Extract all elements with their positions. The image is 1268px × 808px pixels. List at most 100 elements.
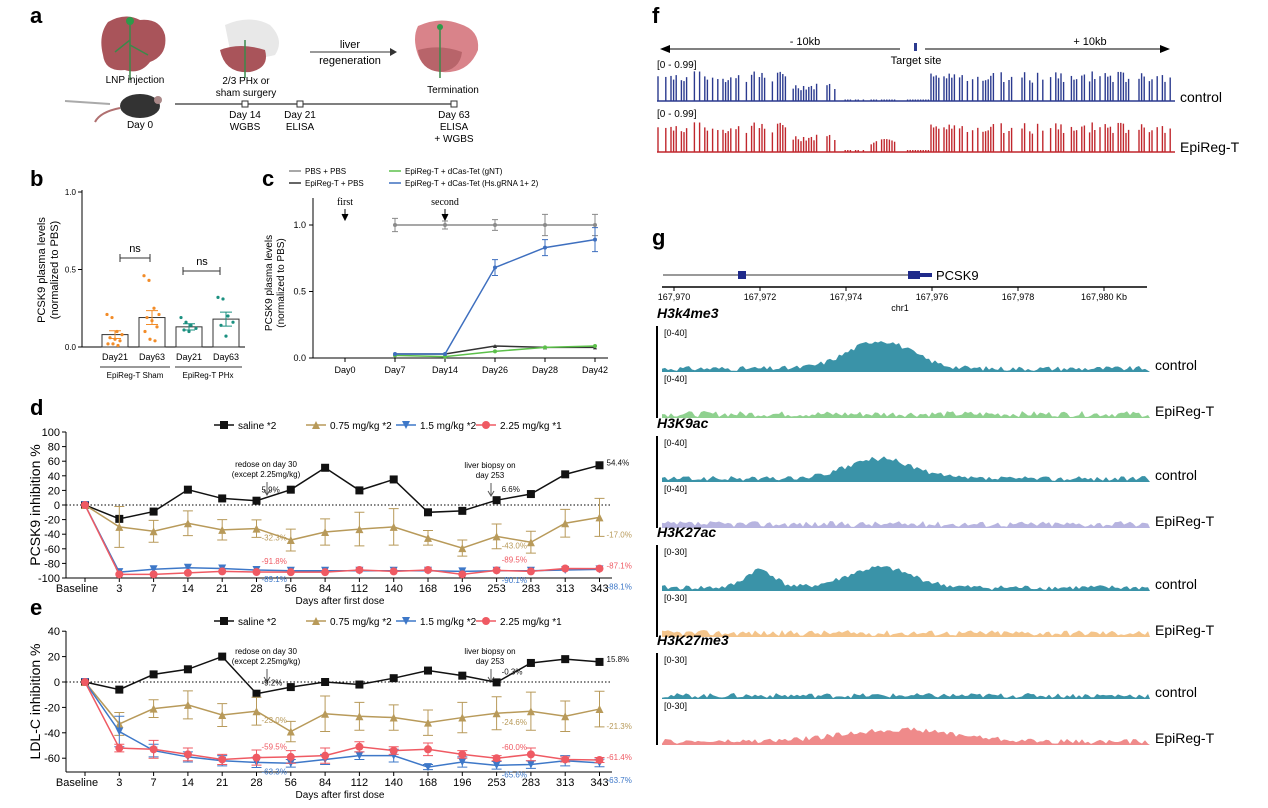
track-label-epi: EpiReg-T [1155, 730, 1215, 746]
series-line [84, 681, 600, 733]
panel-label-a: a [30, 3, 43, 28]
chip-signal-epi [662, 727, 1150, 745]
x-tick-label: Day14 [432, 365, 458, 375]
y-tick-label: -60 [44, 544, 60, 556]
marker-circle [355, 742, 364, 751]
marker-circle [355, 565, 364, 574]
annotation-biopsy-2: day 253 [476, 471, 505, 480]
y-tick-label: 20 [48, 652, 60, 664]
data-point [111, 342, 115, 346]
marker-triangle [355, 525, 364, 534]
data-point [110, 315, 114, 320]
marker-triangle [286, 536, 295, 545]
data-label: -63.3% [262, 767, 287, 776]
data-label: -65.6% [502, 770, 527, 779]
exon [738, 271, 746, 279]
marker-triangle [286, 727, 295, 736]
track-range-label: [0-30] [664, 701, 687, 711]
histone-mark-title: H3K27me3 [657, 632, 729, 648]
y-axis-label: LDL-C inhibition % [27, 644, 43, 760]
sham-label: sham surgery [216, 88, 277, 99]
y-tick-label: -60 [44, 753, 60, 765]
y-tick-label: 80 [48, 442, 60, 454]
partial-liver-icon [220, 19, 279, 78]
marker-circle [183, 568, 192, 577]
marker-square [561, 470, 570, 479]
marker-circle [443, 223, 447, 227]
marker-triangle [355, 712, 364, 721]
data-point [221, 297, 225, 301]
marker-triangle [595, 513, 604, 522]
arrow-icon [263, 482, 271, 496]
y-tick-label: 1.0 [293, 220, 306, 230]
panel-label-b: b [30, 166, 43, 191]
marker-circle [424, 565, 432, 574]
x-tick-label: 283 [522, 777, 540, 789]
chart-c: 0.0 0.5 1.0 PCSK9 plasma levels (normalized … [264, 167, 608, 375]
marker-square [355, 680, 364, 689]
x-tick-label: 56 [285, 583, 297, 595]
marker-square [218, 494, 227, 503]
data-point [115, 329, 119, 334]
data-point [187, 329, 191, 334]
track-range-label: [0-40] [664, 374, 687, 384]
series-line [395, 238, 596, 355]
track-label-epi: EpiReg-T [1155, 403, 1215, 419]
arrow-icon [341, 209, 349, 222]
marker-triangle [424, 533, 432, 542]
methylation-track-control [657, 71, 1175, 102]
data-label: -61.4% [607, 753, 632, 762]
marker-triangle-down [458, 758, 467, 767]
y-tick-label: -20 [44, 702, 60, 714]
significance-label: ns [129, 243, 141, 255]
x-tick-label: Day26 [482, 365, 508, 375]
marker-circle [593, 237, 597, 242]
minus-10kb-label: - 10kb [790, 36, 821, 48]
x-tick-label: 343 [590, 777, 608, 789]
wgbs-label-63: + WGBS [434, 134, 474, 145]
panel-f-methylation: - 10kb + 10kb Target site [0 - 0.99] [0 … [657, 36, 1240, 155]
data-label: 15.8% [607, 655, 630, 664]
chip-signal-control [662, 565, 1150, 591]
data-label: -59.5% [262, 743, 287, 752]
exon [908, 271, 920, 279]
marker-circle [393, 223, 397, 227]
y-axis-label-2: (normalized to PBS) [276, 238, 287, 327]
chip-signal-epi [662, 630, 1150, 637]
marker-square [252, 496, 261, 505]
marker-circle [115, 744, 124, 753]
x-tick-label: 253 [487, 583, 505, 595]
coord-tick-label: 167,972 [744, 292, 777, 302]
x-tick-label: Day28 [532, 365, 558, 375]
marker-triangle [312, 421, 320, 429]
x-tick-label: 3 [116, 777, 122, 789]
y-tick-label: -80 [44, 558, 60, 570]
marker-square [183, 665, 192, 674]
marker-square [220, 421, 228, 429]
y-tick-label: 0.5 [65, 266, 77, 275]
marker-circle [149, 570, 158, 579]
marker-circle [389, 567, 398, 576]
x-tick-label: 56 [285, 777, 297, 789]
y-axis-label: PCSK9 plasma levels [264, 235, 275, 331]
marker-square [252, 689, 261, 698]
y-tick-label: 0 [54, 500, 60, 512]
marker-triangle-down [526, 760, 535, 769]
marker-triangle [492, 532, 501, 541]
gene-label: PCSK9 [936, 268, 979, 283]
marker-triangle-down [183, 563, 192, 572]
marker-circle [482, 617, 490, 625]
x-tick-label: Day63 [213, 352, 239, 362]
series-line [84, 655, 600, 695]
data-point [120, 333, 124, 337]
chart-b: 0.0 0.5 1.0 PCSK9 plasma levels (normalized … [36, 188, 245, 380]
dose-annotation: second [431, 197, 459, 208]
significance-label: ns [196, 256, 208, 268]
marker-circle [543, 345, 547, 350]
coord-tick-label: 167,978 [1002, 292, 1035, 302]
panel-a-schematic: LNP injection Day 0 2/3 PHx or sham surg… [64, 16, 479, 145]
data-point [189, 323, 193, 327]
data-point [153, 339, 157, 343]
